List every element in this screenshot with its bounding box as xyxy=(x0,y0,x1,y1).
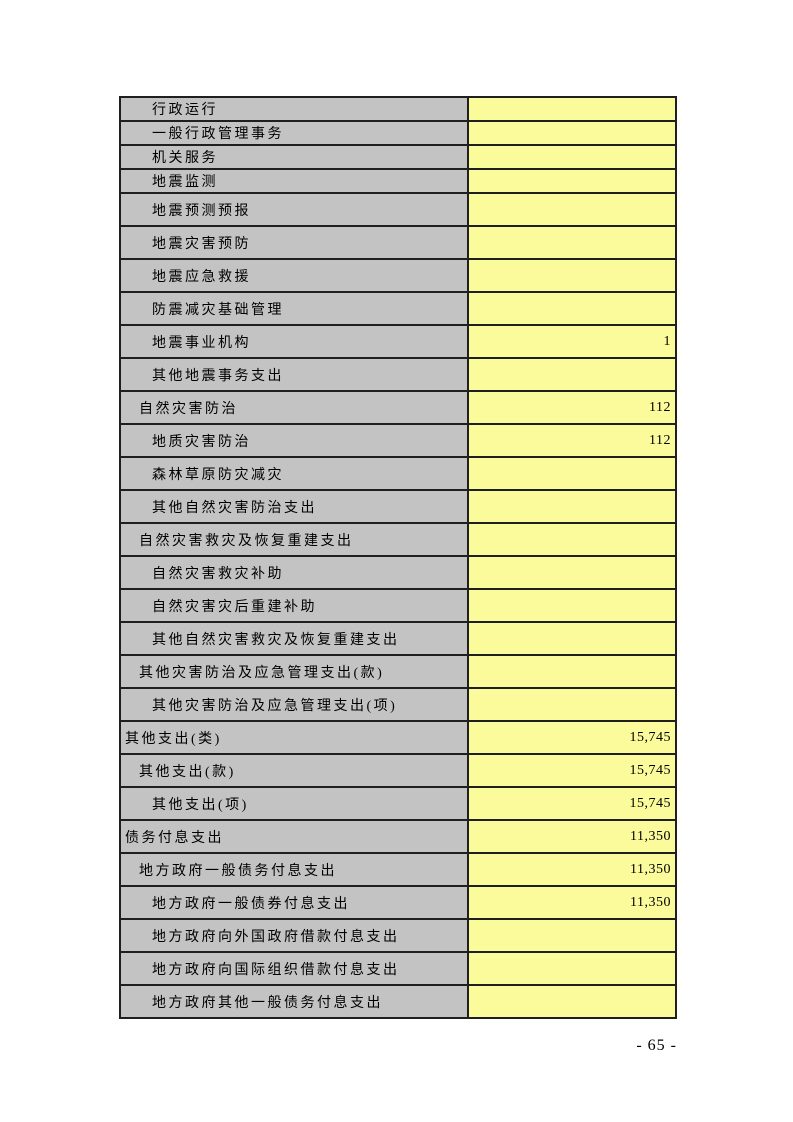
table-row: 一般行政管理事务 xyxy=(121,122,675,146)
row-label: 行政运行 xyxy=(121,98,467,120)
row-value xyxy=(467,359,675,390)
row-label: 其他灾害防治及应急管理支出(项) xyxy=(121,689,467,720)
table-row: 地方政府向国际组织借款付息支出 xyxy=(121,953,675,986)
row-label: 地方政府其他一般债务付息支出 xyxy=(121,986,467,1017)
table-row: 地震监测 xyxy=(121,170,675,194)
table-row: 地震预测预报 xyxy=(121,194,675,227)
row-value: 15,745 xyxy=(467,755,675,786)
row-label: 其他支出(款) xyxy=(121,755,467,786)
row-value xyxy=(467,590,675,621)
table-row: 自然灾害救灾补助 xyxy=(121,557,675,590)
table-row: 地质灾害防治 112 xyxy=(121,425,675,458)
table-row: 地震应急救援 xyxy=(121,260,675,293)
table-row: 地方政府向外国政府借款付息支出 xyxy=(121,920,675,953)
table-row: 其他支出(类) 15,745 xyxy=(121,722,675,755)
row-value xyxy=(467,146,675,168)
row-value xyxy=(467,524,675,555)
table-row: 防震减灾基础管理 xyxy=(121,293,675,326)
row-label: 地方政府一般债务付息支出 xyxy=(121,854,467,885)
table-row: 其他灾害防治及应急管理支出(款) xyxy=(121,656,675,689)
row-label: 债务付息支出 xyxy=(121,821,467,852)
table-row: 行政运行 xyxy=(121,98,675,122)
row-value xyxy=(467,170,675,192)
table-row: 自然灾害灾后重建补助 xyxy=(121,590,675,623)
budget-table: 行政运行 一般行政管理事务 机关服务 地震监测 地震预测预报 地震灾害预防 地震应急救援 防震… xyxy=(119,96,677,1019)
table-row: 自然灾害防治 112 xyxy=(121,392,675,425)
row-label: 地震事业机构 xyxy=(121,326,467,357)
row-label: 地方政府一般债券付息支出 xyxy=(121,887,467,918)
row-value xyxy=(467,122,675,144)
table-row: 债务付息支出 11,350 xyxy=(121,821,675,854)
row-label: 地震应急救援 xyxy=(121,260,467,291)
row-value: 112 xyxy=(467,425,675,456)
row-value xyxy=(467,227,675,258)
table-row: 机关服务 xyxy=(121,146,675,170)
table-row: 地震灾害预防 xyxy=(121,227,675,260)
row-value: 15,745 xyxy=(467,788,675,819)
row-label: 一般行政管理事务 xyxy=(121,122,467,144)
row-value xyxy=(467,293,675,324)
table-row: 地方政府一般债务付息支出 11,350 xyxy=(121,854,675,887)
row-value xyxy=(467,953,675,984)
table-row: 地方政府其他一般债务付息支出 xyxy=(121,986,675,1017)
row-label: 自然灾害救灾补助 xyxy=(121,557,467,588)
row-label: 地质灾害防治 xyxy=(121,425,467,456)
table-row: 其他灾害防治及应急管理支出(项) xyxy=(121,689,675,722)
row-label: 森林草原防灾减灾 xyxy=(121,458,467,489)
row-value xyxy=(467,920,675,951)
table-row: 其他支出(款) 15,745 xyxy=(121,755,675,788)
table-row: 森林草原防灾减灾 xyxy=(121,458,675,491)
row-label: 机关服务 xyxy=(121,146,467,168)
row-label: 自然灾害救灾及恢复重建支出 xyxy=(121,524,467,555)
row-label: 地方政府向外国政府借款付息支出 xyxy=(121,920,467,951)
row-value xyxy=(467,98,675,120)
row-value xyxy=(467,623,675,654)
row-value: 1 xyxy=(467,326,675,357)
row-label: 其他支出(类) xyxy=(121,722,467,753)
row-value xyxy=(467,986,675,1017)
table-row: 地方政府一般债券付息支出 11,350 xyxy=(121,887,675,920)
table-row: 地震事业机构 1 xyxy=(121,326,675,359)
row-value xyxy=(467,656,675,687)
table-row: 其他自然灾害防治支出 xyxy=(121,491,675,524)
row-label: 自然灾害防治 xyxy=(121,392,467,423)
table-row: 其他地震事务支出 xyxy=(121,359,675,392)
row-value xyxy=(467,491,675,522)
row-value: 11,350 xyxy=(467,821,675,852)
row-label: 其他自然灾害救灾及恢复重建支出 xyxy=(121,623,467,654)
row-value xyxy=(467,458,675,489)
row-label: 地震监测 xyxy=(121,170,467,192)
row-value: 11,350 xyxy=(467,887,675,918)
row-label: 自然灾害灾后重建补助 xyxy=(121,590,467,621)
row-value: 11,350 xyxy=(467,854,675,885)
table-row: 其他支出(项) 15,745 xyxy=(121,788,675,821)
table-row: 其他自然灾害救灾及恢复重建支出 xyxy=(121,623,675,656)
row-label: 其他地震事务支出 xyxy=(121,359,467,390)
row-label: 其他支出(项) xyxy=(121,788,467,819)
row-label: 防震减灾基础管理 xyxy=(121,293,467,324)
page-number: - 65 - xyxy=(636,1037,677,1054)
row-value xyxy=(467,557,675,588)
row-label: 地方政府向国际组织借款付息支出 xyxy=(121,953,467,984)
row-value xyxy=(467,194,675,225)
row-label: 地震预测预报 xyxy=(121,194,467,225)
table-row: 自然灾害救灾及恢复重建支出 xyxy=(121,524,675,557)
row-value xyxy=(467,689,675,720)
row-value: 15,745 xyxy=(467,722,675,753)
row-value xyxy=(467,260,675,291)
row-label: 其他灾害防治及应急管理支出(款) xyxy=(121,656,467,687)
row-label: 其他自然灾害防治支出 xyxy=(121,491,467,522)
row-value: 112 xyxy=(467,392,675,423)
row-label: 地震灾害预防 xyxy=(121,227,467,258)
